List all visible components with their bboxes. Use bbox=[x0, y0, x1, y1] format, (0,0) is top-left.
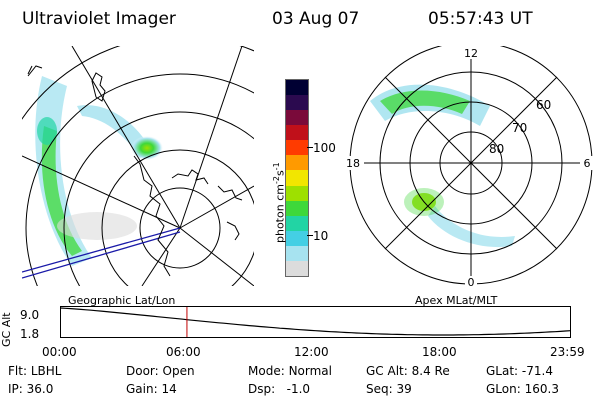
mlat-label-80: 80 bbox=[489, 142, 504, 156]
apex-caption: Apex MLat/MLT bbox=[415, 294, 498, 307]
aurora-emission-bright bbox=[380, 90, 470, 114]
colorbar-swatch bbox=[286, 215, 308, 231]
altitude-plot bbox=[60, 306, 571, 338]
colorbar-unit-label: photon cm-2s-1 bbox=[272, 162, 287, 243]
apex-map: 12 18 6 0 60 70 80 bbox=[342, 46, 594, 286]
status-glon: GLon: 160.3 bbox=[486, 382, 559, 396]
colorbar-swatch bbox=[286, 260, 308, 277]
altitude-xtick: 00:00 bbox=[42, 345, 77, 359]
colorbar-swatch bbox=[286, 170, 308, 186]
status-dsp: Dsp: -1.0 bbox=[248, 382, 311, 396]
colorbar-tick-10: 10 bbox=[313, 229, 329, 243]
colorbar-tick-100: 100 bbox=[313, 141, 336, 155]
colorbar-swatch bbox=[286, 80, 308, 96]
colorbar-swatch bbox=[286, 230, 308, 246]
coastline-outline bbox=[27, 65, 243, 277]
mlt-label-dawn: 6 bbox=[584, 157, 591, 170]
aurora-emission bbox=[37, 117, 57, 145]
aurora-emission bbox=[57, 212, 137, 240]
status-glat: GLat: -71.4 bbox=[486, 364, 553, 378]
altitude-plot-frame bbox=[60, 306, 571, 338]
altitude-ytick-min: 1.8 bbox=[20, 327, 40, 341]
altitude-xtick: 12:00 bbox=[294, 345, 329, 359]
status-gc-alt: GC Alt: 8.4 Re bbox=[366, 364, 450, 378]
altitude-ylabel: GC Alt bbox=[0, 312, 13, 347]
status-gain: Gain: 14 bbox=[126, 382, 177, 396]
colorbar bbox=[285, 79, 309, 277]
mlat-label-70: 70 bbox=[512, 121, 527, 135]
altitude-xtick: 06:00 bbox=[166, 345, 201, 359]
orbit-track bbox=[22, 231, 181, 279]
status-ip: IP: 36.0 bbox=[8, 382, 54, 396]
observation-time: 05:57:43 UT bbox=[428, 9, 533, 29]
colorbar-swatch bbox=[286, 245, 308, 261]
colorbar-swatch bbox=[286, 200, 308, 216]
colorbar-swatch bbox=[286, 110, 308, 126]
geographic-map bbox=[22, 46, 254, 286]
mlt-label-dusk: 18 bbox=[346, 157, 360, 170]
mlat-label-60: 60 bbox=[536, 98, 551, 112]
altitude-ytick-max: 9.0 bbox=[20, 308, 40, 322]
orbit-track bbox=[22, 227, 181, 273]
mlt-lines bbox=[350, 46, 592, 284]
aurora-hotspot bbox=[131, 136, 163, 160]
altitude-xtick: 23:59 bbox=[550, 345, 585, 359]
colorbar-swatch bbox=[286, 155, 308, 171]
mlt-label-noon: 12 bbox=[464, 47, 478, 60]
longitude-lines bbox=[22, 46, 254, 286]
status-flt: Flt: LBHL bbox=[8, 364, 62, 378]
colorbar-swatch bbox=[286, 140, 308, 156]
aurora-emission-bright bbox=[41, 126, 82, 256]
altitude-xtick: 18:00 bbox=[422, 345, 457, 359]
observation-date: 03 Aug 07 bbox=[272, 9, 360, 29]
altitude-curve bbox=[60, 307, 571, 336]
mlt-label-midnight: 0 bbox=[468, 276, 475, 286]
latitude-circles bbox=[22, 46, 254, 286]
geographic-caption: Geographic Lat/Lon bbox=[68, 294, 176, 307]
colorbar-tick-mark bbox=[307, 147, 313, 148]
status-seq: Seq: 39 bbox=[366, 382, 412, 396]
colorbar-tick-mark bbox=[307, 235, 313, 236]
aurora-emission bbox=[428, 206, 515, 248]
app-title: Ultraviolet Imager bbox=[22, 9, 176, 29]
status-door: Door: Open bbox=[126, 364, 195, 378]
colorbar-swatch bbox=[286, 185, 308, 201]
colorbar-swatch bbox=[286, 125, 308, 141]
colorbar-swatch bbox=[286, 95, 308, 111]
status-mode: Mode: Normal bbox=[248, 364, 332, 378]
